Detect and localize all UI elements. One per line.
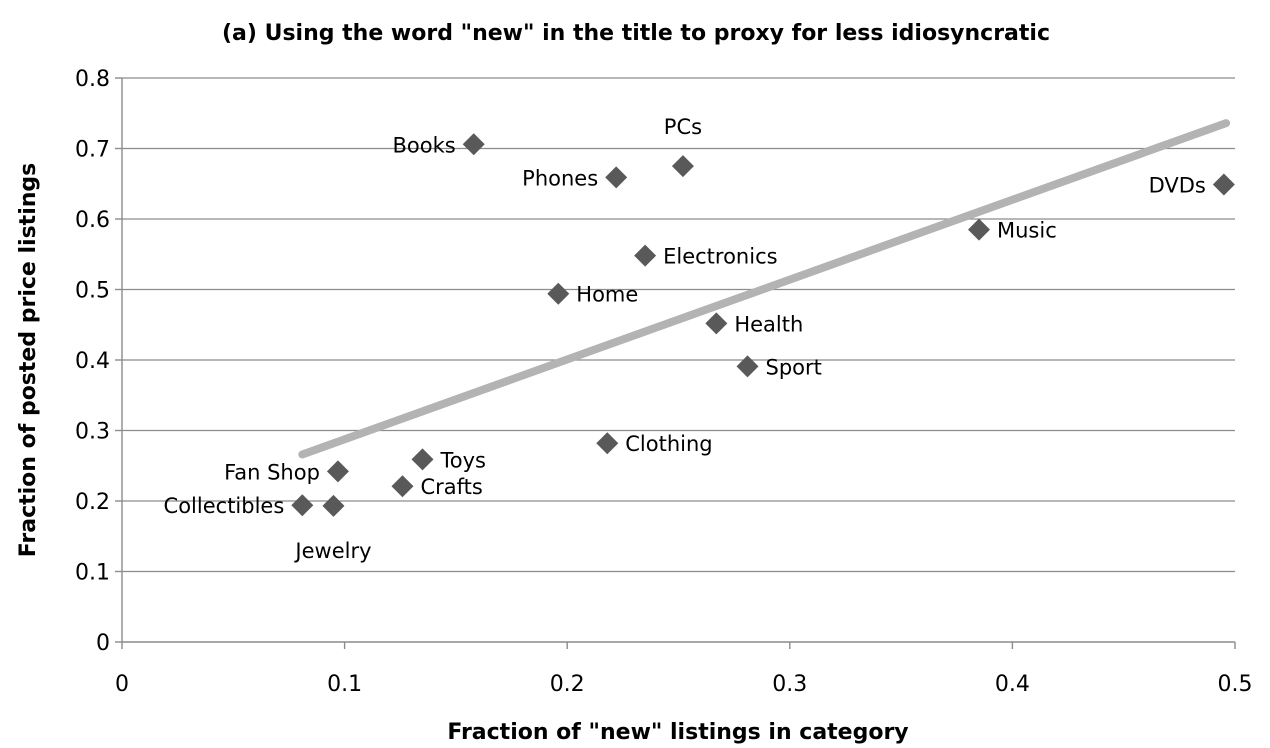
data-label-music: Music [997, 219, 1057, 243]
x-tick-labels: 0 0.1 0.2 0.3 0.4 0.5 [115, 672, 1253, 697]
data-point-jewelry [322, 494, 345, 517]
y-tick-label: 0 [96, 631, 110, 656]
data-label-phones: Phones [522, 166, 598, 190]
data-label-books: Books [392, 133, 455, 157]
x-tick-label: 0.5 [1218, 672, 1253, 697]
data-label-pcs: PCs [664, 115, 702, 139]
data-point-books [462, 133, 485, 156]
data-label-jewelry: Jewelry [293, 539, 371, 563]
trendline-layer [298, 119, 1231, 459]
y-tick-label: 0.1 [75, 561, 110, 586]
y-tick-label: 0.7 [75, 138, 110, 163]
data-label-dvds: DVDs [1149, 173, 1206, 197]
y-tick-labels: 0 0.1 0.2 0.3 0.4 0.5 0.6 0.7 0.8 [75, 67, 110, 656]
data-point-health [705, 312, 728, 335]
data-label-electronics: Electronics [663, 245, 777, 269]
y-tick-label: 0.4 [75, 349, 110, 374]
gridlines [122, 77, 1235, 573]
y-tick-label: 0.8 [75, 67, 110, 92]
x-tick-label: 0.3 [772, 672, 807, 697]
data-point-phones [605, 166, 628, 189]
x-tick-label: 0 [115, 672, 129, 697]
data-point-dvds [1212, 173, 1235, 196]
chart-title: (a) Using the word "new" in the title to… [222, 21, 1050, 46]
data-point-fan-shop [326, 460, 349, 483]
data-point-home [547, 282, 570, 305]
data-point-collectibles [291, 494, 314, 517]
data-point-sport [736, 355, 759, 378]
data-label-sport: Sport [766, 355, 822, 379]
data-label-health: Health [734, 312, 803, 336]
data-point-crafts [391, 475, 414, 498]
data-label-collectibles: Collectibles [164, 494, 285, 518]
data-point-toys [411, 448, 434, 471]
trendline [298, 119, 1231, 459]
y-axis-title: Fraction of posted price listings [16, 163, 41, 558]
data-point-clothing [596, 432, 619, 455]
x-tick-label: 0.1 [327, 672, 362, 697]
data-label-toys: Toys [440, 448, 486, 472]
data-label-home: Home [576, 283, 638, 307]
y-tick-label: 0.6 [75, 208, 110, 233]
data-point-electronics [634, 244, 657, 267]
axes [115, 77, 1236, 649]
x-tick-label: 0.4 [995, 672, 1030, 697]
data-point-music [968, 218, 991, 241]
y-tick-label: 0.2 [75, 490, 110, 515]
data-label-fan-shop: Fan Shop [224, 460, 320, 484]
data-points [291, 133, 1235, 517]
x-axis-title: Fraction of "new" listings in category [447, 720, 908, 745]
x-tick-label: 0.2 [550, 672, 585, 697]
data-point-pcs [671, 155, 694, 178]
data-labels: Books PCs Phones DVDs Music Electronics Home He… [164, 115, 1206, 563]
data-label-clothing: Clothing [625, 432, 712, 456]
y-tick-label: 0.3 [75, 420, 110, 445]
data-label-crafts: Crafts [420, 475, 482, 499]
y-tick-label: 0.5 [75, 279, 110, 304]
